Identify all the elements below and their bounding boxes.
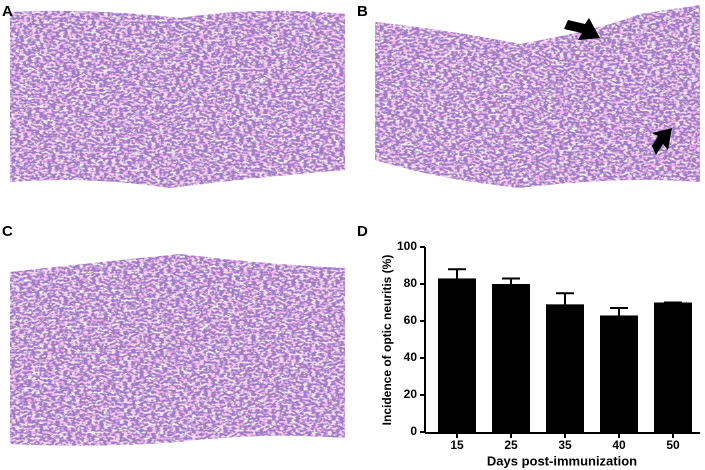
- histology-b: [375, 5, 700, 188]
- histology-c: [10, 254, 345, 446]
- x-tick-label: 40: [612, 438, 626, 452]
- panel-label: A: [2, 3, 13, 20]
- y-tick-label: 100: [397, 239, 417, 253]
- y-tick-label: 20: [404, 387, 418, 401]
- y-tick-label: 40: [404, 350, 418, 364]
- error-bar: [502, 277, 520, 284]
- x-tick-label: 50: [666, 438, 680, 452]
- y-tick-label: 0: [410, 424, 417, 438]
- bar: [654, 302, 692, 432]
- histology-a: [10, 10, 345, 188]
- x-tick-label: 35: [558, 438, 572, 452]
- panel-label: B: [357, 3, 368, 20]
- bar: [438, 278, 476, 432]
- panel-label: D: [357, 223, 368, 240]
- error-bar: [610, 307, 628, 316]
- bar: [546, 304, 584, 432]
- x-axis-title: Days post-immunization: [487, 453, 637, 468]
- arrow: [564, 18, 600, 40]
- x-tick-label: 25: [504, 438, 518, 452]
- error-bar: [448, 268, 466, 279]
- bar: [600, 315, 638, 432]
- arrow: [652, 128, 672, 155]
- y-tick-label: 60: [404, 313, 418, 327]
- y-tick-label: 80: [404, 276, 418, 290]
- x-tick-label: 15: [450, 438, 464, 452]
- y-axis-title: Incidence of optic neuritis (%): [380, 255, 394, 426]
- bar: [492, 284, 530, 432]
- panel-label: C: [2, 223, 13, 240]
- error-bar: [556, 292, 574, 305]
